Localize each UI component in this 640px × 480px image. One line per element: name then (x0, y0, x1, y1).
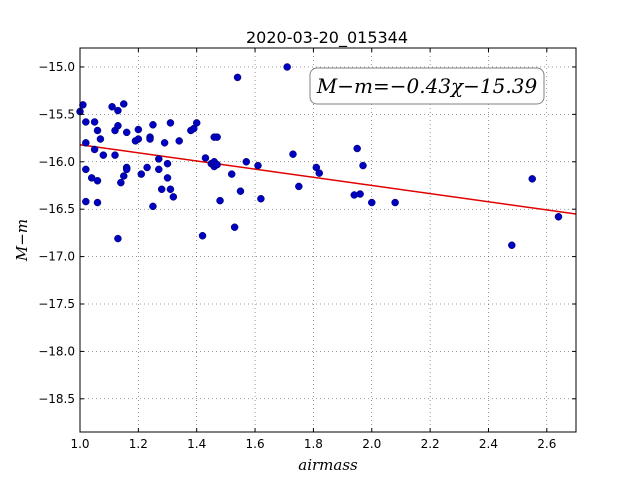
x-axis-ticks: 1.0 1.2 1.4 1.6 1.8 2.0 2.2 2.4 2.6 (70, 48, 556, 451)
data-point (134, 125, 143, 134)
data-point (155, 155, 163, 163)
data-point (254, 161, 262, 170)
data-point (169, 193, 178, 201)
data-point (122, 165, 131, 174)
x-axis-label: airmass (298, 456, 358, 474)
data-point (146, 135, 154, 143)
data-point (359, 161, 367, 170)
data-point (134, 135, 143, 143)
data-point (160, 139, 169, 147)
data-point (82, 118, 90, 126)
data-point (213, 160, 221, 169)
data-point (93, 126, 102, 135)
equation-frame (309, 67, 545, 105)
data-point (96, 135, 105, 143)
data-point (90, 118, 99, 126)
data-point (508, 241, 516, 249)
x-tick-label: 1.4 (187, 437, 206, 451)
data-point (356, 190, 364, 198)
data-point (93, 176, 102, 185)
data-point (192, 119, 201, 127)
data-point (114, 234, 122, 243)
data-point (242, 158, 251, 166)
data-point (201, 154, 210, 162)
x-tick-label: 1.2 (129, 437, 148, 451)
y-tick-label: −15.5 (38, 107, 75, 121)
x-tick-label: 1.6 (246, 437, 265, 451)
data-point (230, 223, 239, 231)
fit-line (79, 143, 577, 215)
x-tick-label: 2.4 (479, 437, 498, 451)
data-point (120, 100, 128, 108)
y-tick-label: −16.5 (38, 202, 75, 216)
data-point (166, 185, 175, 194)
data-point (82, 139, 90, 147)
data-point (149, 202, 157, 211)
data-point (117, 178, 125, 187)
chart-title: 2020-03-20_015344 (246, 28, 408, 48)
grid-lines (79, 48, 576, 432)
x-tick-label: 2.0 (362, 437, 381, 451)
data-point (257, 195, 265, 203)
plot-frame (79, 47, 577, 433)
equation-box: M−m=−0.43χ−15.39 (309, 67, 545, 105)
x-tick-label: 1.8 (304, 437, 323, 451)
data-point (236, 187, 245, 195)
data-point (295, 182, 303, 191)
data-point (137, 170, 146, 178)
data-point (93, 198, 102, 207)
data-point (143, 163, 151, 172)
data-point (122, 128, 131, 137)
data-point (233, 73, 242, 82)
data-point (289, 150, 297, 158)
data-point (90, 145, 99, 154)
data-point (114, 121, 122, 130)
data-point (227, 170, 236, 178)
data-point (79, 101, 87, 109)
data-point (155, 165, 163, 174)
data-point (175, 137, 183, 145)
data-point (198, 231, 207, 240)
y-tick-label: −18.0 (38, 344, 75, 358)
data-point (99, 151, 108, 159)
y-tick-label: −16.0 (38, 155, 75, 169)
data-point (528, 175, 536, 183)
data-point (283, 63, 291, 71)
y-axis-ticks: −15.0 −15.5 −16.0 −16.5 −17.0 −17.5 −18.0 −18.5 (38, 60, 576, 406)
data-point (163, 159, 172, 168)
x-tick-label: 1.0 (70, 437, 89, 451)
y-axis-label: M−m (13, 219, 31, 262)
fit-line-layer (79, 143, 577, 215)
data-point (120, 172, 128, 180)
data-point (111, 151, 119, 159)
data-point (82, 197, 90, 206)
y-tick-label: −18.5 (38, 392, 75, 406)
data-point (353, 144, 361, 153)
y-tick-label: −17.5 (38, 297, 75, 311)
data-point (114, 106, 122, 115)
y-tick-label: −17.0 (38, 250, 75, 264)
data-point (82, 165, 90, 174)
data-point (554, 213, 563, 221)
data-point (157, 185, 166, 194)
data-point (213, 133, 221, 141)
y-tick-label: −15.0 (38, 60, 75, 74)
data-point (315, 169, 323, 177)
data-point (108, 103, 116, 111)
data-point (149, 121, 157, 129)
data-point (391, 198, 399, 207)
data-point (166, 119, 175, 127)
x-tick-label: 2.2 (421, 437, 440, 451)
data-points (76, 63, 563, 249)
data-point (216, 196, 224, 205)
x-tick-label: 2.6 (537, 437, 556, 451)
fit-equation: M−m=−0.43χ−15.39 (316, 74, 538, 98)
data-point (163, 174, 172, 182)
data-point (368, 198, 376, 207)
